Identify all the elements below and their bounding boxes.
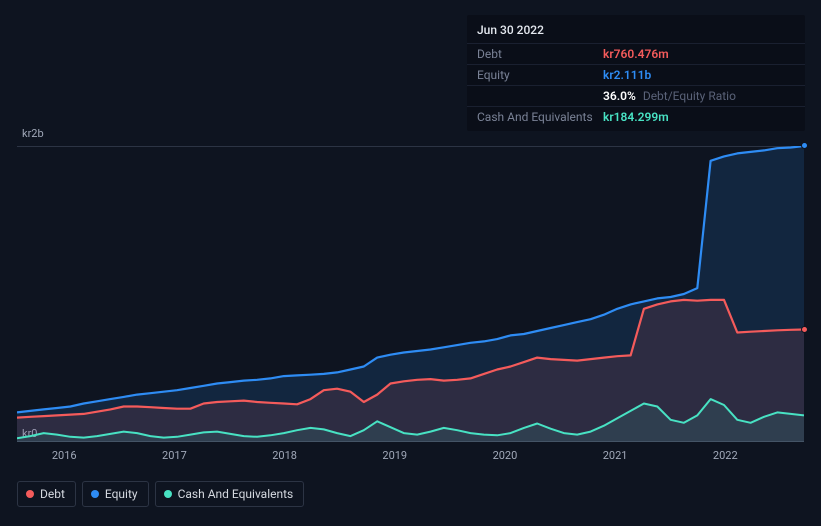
x-axis-label: 2021 (603, 449, 628, 462)
series-end-marker (801, 326, 808, 333)
tooltip-value: 36.0% Debt/Equity Ratio (603, 89, 736, 103)
tooltip-extra: Debt/Equity Ratio (640, 89, 736, 103)
tooltip-label (477, 89, 603, 103)
tooltip-row: Equitykr2.111b (467, 65, 805, 86)
legend-label: Debt (40, 487, 65, 501)
legend-label: Cash And Equivalents (178, 487, 294, 501)
legend-swatch (91, 490, 99, 498)
x-axis-label: 2016 (52, 449, 77, 462)
x-axis-label: 2017 (162, 449, 187, 462)
legend-swatch (164, 490, 172, 498)
chart-tooltip: Jun 30 2022 Debtkr760.476mEquitykr2.111b… (467, 15, 805, 131)
x-axis-label: 2018 (272, 449, 297, 462)
legend-item[interactable]: Debt (17, 481, 76, 507)
chart-plot-area[interactable] (17, 146, 804, 442)
legend-item[interactable]: Equity (82, 481, 149, 507)
tooltip-row: Debtkr760.476m (467, 44, 805, 65)
tooltip-value: kr184.299m (603, 110, 669, 124)
tooltip-value: kr2.111b (603, 68, 651, 82)
tooltip-value: kr760.476m (603, 47, 669, 61)
tooltip-date: Jun 30 2022 (467, 19, 805, 44)
tooltip-label: Equity (477, 68, 603, 82)
tooltip-row: Cash And Equivalentskr184.299m (467, 107, 805, 127)
legend-swatch (26, 490, 34, 498)
tooltip-row: 36.0% Debt/Equity Ratio (467, 86, 805, 107)
series-end-marker (801, 142, 808, 149)
tooltip-label: Cash And Equivalents (477, 110, 603, 124)
x-axis-label: 2022 (713, 449, 738, 462)
legend-item[interactable]: Cash And Equivalents (155, 481, 305, 507)
x-axis-label: 2020 (493, 449, 518, 462)
x-axis-label: 2019 (382, 449, 407, 462)
legend-label: Equity (105, 487, 138, 501)
y-axis-top-label: kr2b (22, 127, 44, 140)
tooltip-label: Debt (477, 47, 603, 61)
chart-legend: Debt Equity Cash And Equivalents (17, 481, 304, 507)
chart-svg (17, 146, 804, 442)
